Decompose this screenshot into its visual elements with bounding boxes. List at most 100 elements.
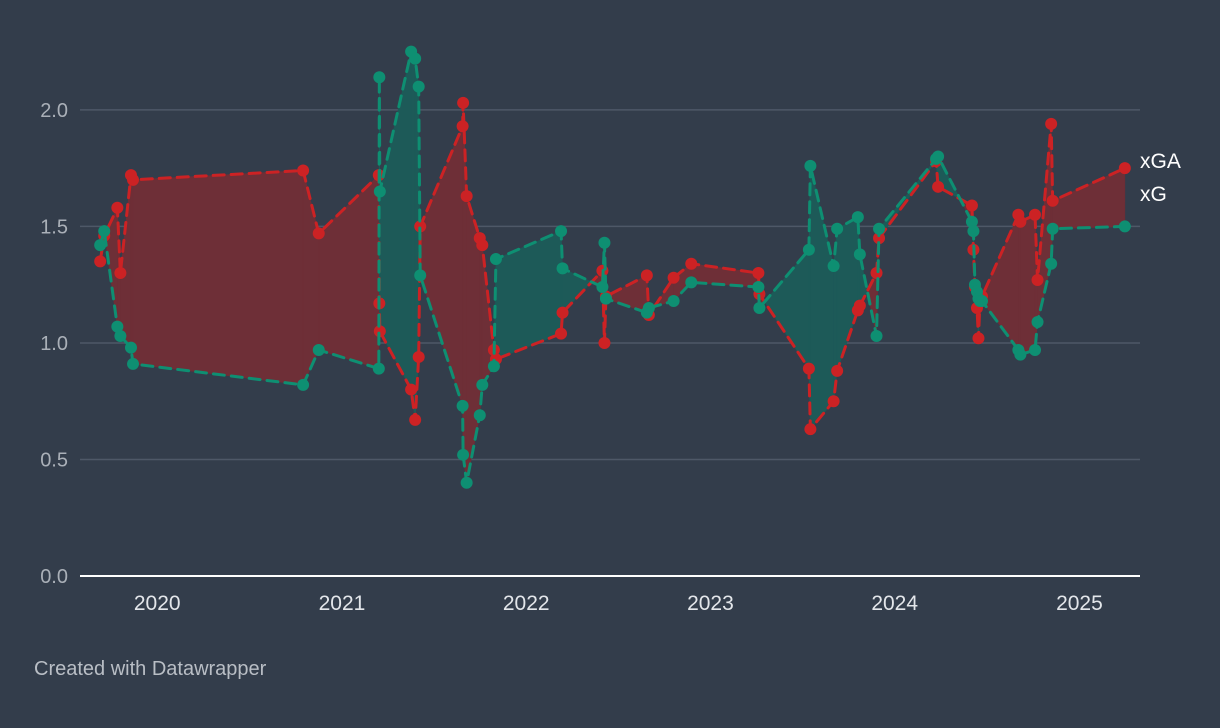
data-point-xg [409,52,422,65]
data-point-xg [372,362,385,375]
data-point-xg [312,343,325,356]
data-point-xg [414,269,427,282]
data-point-xg [124,341,137,354]
data-point-xga [409,413,422,426]
data-point-xg [851,211,864,224]
data-point-xga [853,299,866,312]
data-point-xga [827,395,840,408]
data-point-xg [487,360,500,373]
x-tick-label: 2025 [1056,592,1103,615]
data-point-xg [1031,315,1044,328]
label-layer: xGA xG [1140,150,1181,206]
data-point-xg [685,276,698,289]
data-point-xga [414,220,427,233]
data-point-xga [873,232,886,245]
data-point-xg [1014,348,1027,361]
data-point-xg [1118,220,1131,233]
data-point-xga [965,199,978,212]
area-segment [419,126,463,406]
data-point-xg [114,329,127,342]
axis-layer: 0.0 0.5 1.0 1.5 2.0 2020 2021 2022 2023 2024 2025 [40,100,1140,615]
data-point-xga [556,306,569,319]
data-point-xga [405,383,418,396]
data-point-xg [802,243,815,256]
area-segment [810,165,834,431]
data-point-xga [373,325,386,338]
area-layer [99,50,1126,483]
x-tick-label: 2021 [319,592,366,615]
data-point-xg [373,185,386,198]
data-point-xg [599,292,612,305]
data-point-xg [642,302,655,314]
series-label-xg: xG [1140,183,1167,206]
data-point-xg [1029,343,1042,356]
data-point-xg [555,225,568,238]
x-tick-label: 2024 [871,592,918,615]
data-point-xg [412,80,425,93]
data-point-xga [127,173,139,186]
area-segment [495,230,562,360]
data-point-xga [456,120,469,133]
data-point-xga [685,257,698,270]
data-point-xga [1014,215,1027,228]
data-point-xg [1046,222,1059,235]
data-point-xg [831,222,844,235]
data-point-xga [802,362,815,375]
data-point-xga [831,364,844,377]
area-segment [1018,214,1021,355]
data-point-xg [297,378,310,391]
x-tick-label: 2022 [503,592,550,615]
data-point-xg [753,302,766,314]
area-segment [836,216,859,372]
data-point-xg [476,378,489,391]
data-point-xga [555,327,568,340]
y-tick-label: 2.0 [40,100,68,122]
data-point-xga [312,227,325,240]
data-point-xga [457,96,470,109]
data-point-xga [412,350,425,363]
data-point-xg [667,295,680,308]
data-point-xg [804,159,817,172]
data-point-xg [373,71,386,84]
data-point-xg [1045,257,1058,270]
data-point-xg [870,329,883,342]
footer-credit: Created with Datawrapper [34,658,267,680]
data-point-xga [972,332,985,345]
data-point-xg [873,222,886,235]
area-segment [410,50,416,420]
area-segment [132,170,304,386]
area-segment [1020,214,1036,356]
data-point-xg [598,236,611,249]
data-point-xg [456,399,469,412]
data-point-xga [297,164,310,177]
data-point-xga [111,201,124,214]
x-tick-label: 2023 [687,592,734,615]
data-point-xga [598,336,611,349]
data-point-xga [94,255,107,268]
data-point-xga [460,190,473,203]
data-point-xga [932,180,945,193]
data-point-xg [853,248,866,261]
data-point-xg [752,281,765,294]
data-point-xga [114,267,127,280]
data-point-xga [640,269,653,282]
data-point-xga [1031,274,1044,287]
data-point-xga [1118,162,1131,175]
data-point-xg [556,262,569,275]
data-point-xg [932,150,945,163]
data-point-xga [476,239,489,252]
y-tick-label: 1.0 [40,333,68,355]
data-point-xga [870,267,883,280]
data-point-xg [460,476,473,489]
x-tick-label: 2020 [134,592,181,615]
data-point-xg [976,295,989,308]
data-point-xga [1046,194,1059,207]
data-point-xga [1029,208,1042,221]
data-point-xg [473,409,486,422]
data-point-xg [457,448,470,461]
data-point-xg [94,239,107,252]
data-point-xg [127,357,139,370]
data-point-xga [1045,117,1058,130]
data-point-xg [965,215,978,228]
